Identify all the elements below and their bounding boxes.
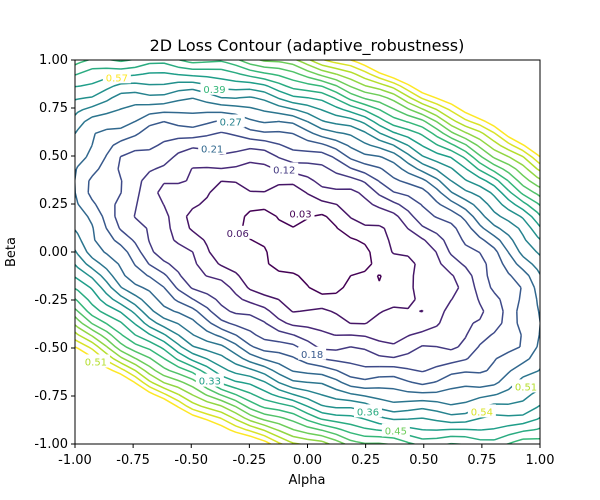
contour-label: 0.45 [385, 427, 407, 438]
y-tick-label: -0.75 [34, 389, 68, 404]
contour-label: 0.21 [201, 144, 223, 155]
contour-level-16 [75, 60, 540, 444]
contour-label: 0.36 [357, 407, 379, 418]
y-tick-label: 0.50 [39, 149, 68, 164]
y-tick-label: 0.75 [39, 101, 68, 116]
contour-label-bg [286, 206, 315, 220]
contour-label: 0.18 [301, 350, 323, 361]
chart-title: 2D Loss Contour (adaptive_robustness) [150, 36, 465, 56]
contour-level-1 [185, 180, 424, 325]
y-tick-label: -0.50 [34, 341, 68, 356]
contour-label: 0.27 [220, 117, 242, 128]
contour-label-bg [195, 373, 224, 387]
y-tick-label: 0.00 [39, 245, 68, 260]
x-tick-label: -0.25 [233, 453, 267, 468]
contour-label-bg [381, 423, 410, 437]
y-axis: -1.00 -0.75 -0.50 -0.25 0.00 0.25 0.50 0.75 1.00 [34, 53, 75, 452]
contour-level-15 [75, 60, 540, 444]
contour-label: 0.51 [85, 357, 107, 368]
contour-level-5 [87, 119, 522, 386]
x-tick-label: 0.75 [467, 453, 496, 468]
contour-label: 0.33 [199, 377, 221, 388]
contour-labels: 0.03 0.06 0.12 0.18 0.21 0.27 0.39 0.33 0.36 0.45… [81, 70, 541, 438]
y-tick-label: -1.00 [34, 437, 68, 452]
x-tick-label: 0.25 [351, 453, 380, 468]
x-axis: -1.00 -0.75 -0.50 -0.25 0.00 0.25 0.50 0.75 1.00 [58, 444, 554, 468]
x-tick-label: -0.50 [174, 453, 208, 468]
x-tick-label: 1.00 [526, 453, 555, 468]
contour-level-17 [75, 60, 540, 444]
x-axis-label: Alpha [289, 473, 326, 488]
contour-level-0 [241, 208, 382, 295]
y-tick-label: 1.00 [39, 53, 68, 68]
y-tick-label: -0.25 [34, 293, 68, 308]
contour-level-18 [75, 60, 540, 444]
contour-label-bg [102, 70, 131, 84]
contour-label-bg [223, 225, 252, 239]
contour-label: 0.39 [203, 85, 225, 96]
contour-label-bg [353, 404, 382, 418]
y-axis-label: Beta [4, 237, 19, 267]
contour-label-bg [81, 354, 110, 368]
contour-label-bg [270, 162, 299, 176]
contour-level-14 [75, 60, 540, 444]
contour-level-4 [114, 131, 504, 373]
contour-level-6 [75, 111, 540, 394]
contour-label-bg [467, 404, 496, 418]
contour-lines [75, 60, 540, 444]
contour-level-7 [75, 97, 540, 406]
x-tick-label: -1.00 [58, 453, 92, 468]
contour-label-bg [200, 81, 229, 95]
contour-label-bg [216, 114, 245, 128]
contour-label: 0.06 [227, 229, 249, 240]
contour-label: 0.03 [289, 210, 311, 221]
contour-level-13 [75, 60, 540, 444]
contour-label: 0.54 [471, 407, 493, 418]
x-tick-label: 0.50 [409, 453, 438, 468]
contour-label: 0.57 [106, 73, 128, 84]
contour-label-bg [298, 346, 327, 360]
x-tick-label: -0.75 [116, 453, 150, 468]
contour-level-2 [157, 161, 460, 345]
contour-label-bg [198, 141, 227, 155]
contour-label-bg [512, 379, 541, 393]
contour-label: 0.12 [273, 165, 295, 176]
y-tick-label: 0.25 [39, 197, 68, 212]
contour-label: 0.51 [515, 382, 537, 393]
x-tick-label: 0.00 [293, 453, 322, 468]
contour-level-11 [75, 62, 540, 441]
contour-level-12 [75, 60, 540, 444]
